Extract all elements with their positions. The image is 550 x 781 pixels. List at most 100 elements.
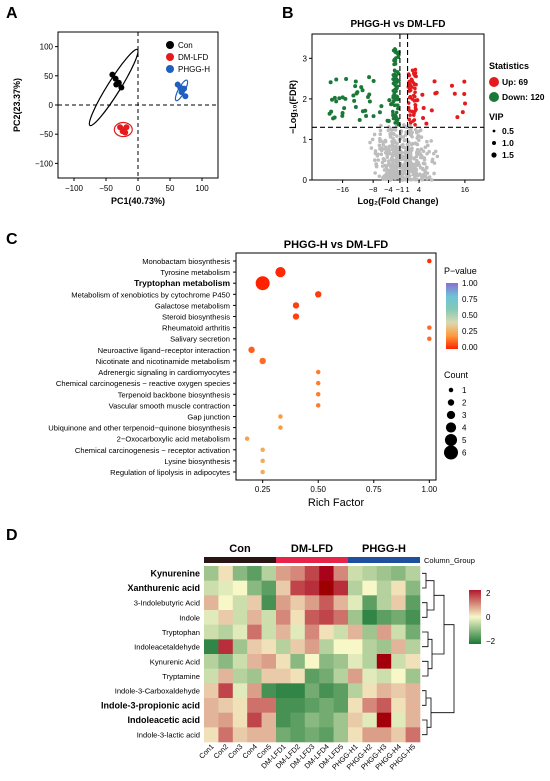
group-label: DM-LFD — [291, 543, 333, 555]
heatmap-cell — [304, 624, 320, 640]
down-point — [357, 118, 362, 123]
ns-point — [418, 165, 423, 170]
heatmap-cell — [348, 698, 363, 713]
up-point — [462, 92, 467, 97]
down-point — [391, 73, 396, 77]
up-point — [414, 82, 418, 87]
heatmap-cell — [232, 712, 248, 728]
pathway-bubble — [427, 336, 432, 341]
pca-point — [177, 84, 184, 91]
up-point — [462, 79, 467, 84]
heatmap-cell — [391, 624, 406, 640]
dendrogram-branch — [422, 572, 427, 589]
row-label: Indole-3-Carboxaldehyde — [115, 687, 200, 696]
heatmap-cell — [405, 683, 421, 699]
pathway-label: Chemical carcinogenesis − reactive oxyge… — [56, 379, 230, 388]
heatmap-cell — [276, 683, 291, 699]
heatmap-cell — [276, 566, 291, 581]
heatmap-cell — [276, 624, 291, 640]
down-point — [394, 110, 399, 115]
heatmap-cell — [261, 712, 277, 728]
heatmap-cell — [247, 727, 262, 743]
heatmap-cell — [232, 580, 248, 596]
pathway-bubble — [260, 469, 265, 475]
down-point — [395, 120, 400, 125]
up-point — [415, 98, 420, 103]
down-point — [367, 99, 372, 104]
legend-up-label: Up: 69 — [502, 77, 528, 87]
pathway-label: Vascular smooth muscle contraction — [109, 401, 230, 410]
heatmap-cell — [247, 595, 262, 611]
legend-vip-label: 0.5 — [502, 126, 514, 136]
up-point — [463, 101, 468, 106]
down-point — [393, 47, 397, 51]
ns-point — [370, 137, 375, 142]
x-axis-label: PC1(40.73%) — [111, 196, 165, 206]
heatmap-cell — [290, 580, 306, 596]
heatmap-cell — [319, 668, 334, 684]
ns-point — [373, 171, 377, 175]
heatmap-colorbar — [469, 590, 481, 644]
ns-point — [383, 174, 388, 179]
ns-point — [413, 128, 418, 132]
y-tick-label: 2 — [303, 95, 308, 104]
heatmap-cell — [290, 639, 306, 655]
heatmap-cell — [290, 624, 306, 640]
group-bar — [204, 557, 276, 563]
heatmap-cell — [319, 566, 334, 581]
up-point — [413, 86, 417, 91]
pca-point — [123, 124, 130, 131]
heatmap-cell — [290, 595, 306, 611]
up-point — [421, 116, 426, 121]
chart-title: PHGG-H vs DM-LFD — [284, 239, 389, 251]
ns-point — [425, 171, 430, 175]
up-point — [408, 81, 412, 85]
heatmap-cell — [232, 654, 248, 669]
heatmap-cell — [204, 727, 219, 743]
down-point — [396, 55, 400, 59]
heatmap-cell — [290, 712, 306, 728]
legend-vip-marker — [492, 129, 496, 133]
heatmap-cell — [290, 610, 306, 625]
y-tick-label: 0 — [49, 101, 54, 110]
ns-point — [431, 151, 436, 156]
legend-vip-label: 1.5 — [502, 150, 514, 160]
heatmap-cell — [204, 610, 219, 625]
column-label: Con3 — [226, 742, 245, 761]
up-point — [412, 99, 417, 103]
ns-point — [421, 161, 426, 166]
panel-label-b: B — [282, 5, 294, 22]
count-legend-label: 3 — [462, 411, 467, 420]
ns-point — [394, 154, 399, 158]
heatmap-cell — [218, 727, 234, 743]
ns-point — [413, 177, 418, 182]
pathway-bubble — [315, 369, 321, 375]
ns-point — [390, 139, 394, 144]
x-tick-label: 0.25 — [255, 485, 271, 494]
heatmap-cell — [348, 654, 363, 669]
heatmap-cell — [276, 698, 291, 713]
ns-point — [393, 128, 398, 132]
pathway-label: Steroid biosynthesis — [162, 313, 230, 322]
heatmap-cell — [319, 698, 334, 713]
ns-point — [395, 141, 399, 146]
down-point — [367, 92, 372, 97]
group-label: PHGG-H — [362, 543, 406, 555]
heatmap-cell — [319, 610, 334, 625]
heatmap-cell — [232, 668, 248, 684]
colorbar-tick-label: −2 — [486, 637, 496, 646]
ns-point — [389, 168, 394, 172]
up-point — [408, 113, 412, 117]
heatmap-cell — [261, 595, 277, 611]
heatmap-cell — [362, 698, 378, 713]
heatmap-cell — [304, 566, 320, 581]
ns-point — [414, 130, 419, 135]
ns-point — [401, 142, 405, 147]
pca-point — [113, 81, 120, 88]
x-tick-label: 1 — [405, 185, 409, 194]
heatmap-cell — [304, 654, 320, 669]
ns-point — [387, 172, 392, 177]
heatmap-cell — [218, 639, 234, 655]
y-tick-label: 0 — [303, 176, 308, 185]
